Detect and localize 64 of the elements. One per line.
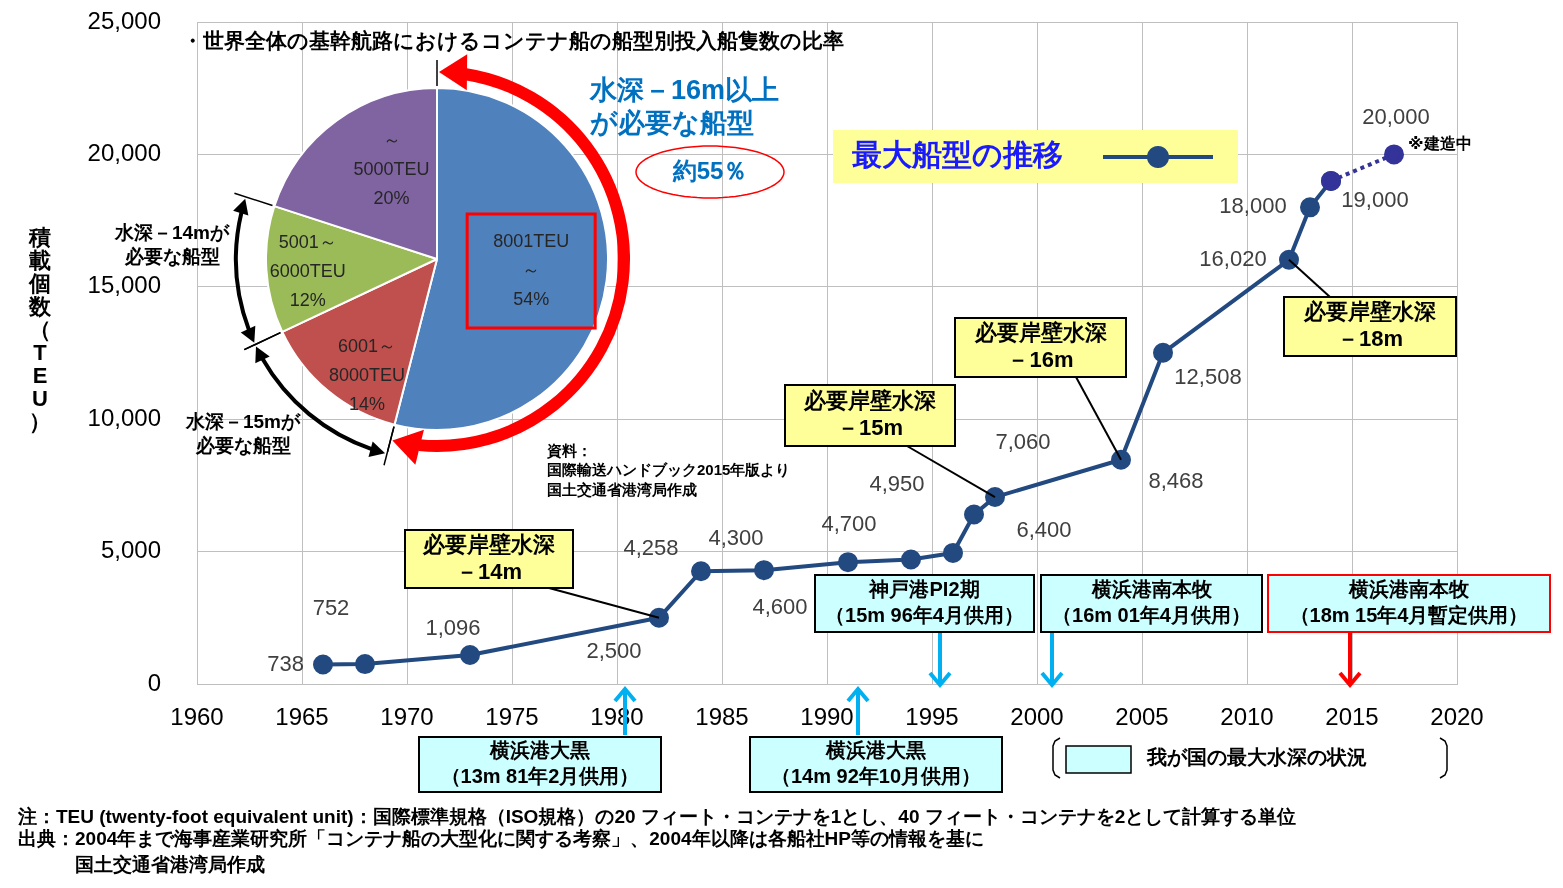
data-label: 19,000 <box>1341 186 1409 212</box>
slice-label: ～ 5000TEU <box>353 129 430 179</box>
x-tick-label: 2010 <box>1220 703 1274 731</box>
data-label: 4,700 <box>821 510 877 536</box>
x-tick-label: 1965 <box>275 703 329 731</box>
annotation: 横浜港南本牧（18m 15年4月暫定供用） <box>1289 578 1529 627</box>
x-tick-label: 1975 <box>485 703 539 731</box>
slice-label: 8001TEU ～ <box>493 230 570 280</box>
data-label: 752 <box>312 595 350 621</box>
x-tick-label: 2000 <box>1010 703 1064 731</box>
annotation: 必要岸壁水深－14m <box>422 531 555 584</box>
data-label: 20% <box>373 187 410 208</box>
data-label: 4,950 <box>869 470 925 496</box>
data-label: 20,000 <box>1362 104 1430 130</box>
text: 横浜港大黒（13m 81年2月供用） <box>440 739 640 788</box>
data-label: 14% <box>349 393 386 414</box>
annotation: 必要岸壁水深－16m <box>973 320 1107 373</box>
y-tick-label: 15,000 <box>87 271 161 299</box>
text: 我が国の最大水深の状況 <box>1146 745 1367 768</box>
annotation: 横浜港南本牧（16m 01年4月供用） <box>1052 578 1251 627</box>
text: 積載個数（TEU） <box>29 225 51 434</box>
x-tick-label: 1990 <box>800 703 854 731</box>
annotation: 必要岸壁水深－15m <box>803 388 936 441</box>
data-label: 4,300 <box>708 525 764 551</box>
text: 横浜港大黒（14m 92年10月供用） <box>770 739 982 788</box>
annotation: 約55％ <box>671 156 748 184</box>
y-tick-label: 5,000 <box>100 536 161 564</box>
text: 注：TEU (twenty-foot equivalent unit)：国際標準規格（ISO規格）の20 フィート・コンテナを1とし、40 フィート・コンテナを2として計算する単位 <box>17 806 1297 828</box>
source-note: 出典：2004年まで海事産業研究所「コンテナ船の大型化に関する考察」、2004年以降は各船社HP等の情報を基に国土交通省港湾局作成 <box>18 828 984 876</box>
chart-title: ・世界全体の基幹航路におけるコンテナ船の船型別投入船隻数の比率 <box>182 28 844 53</box>
data-label: 1,096 <box>425 615 481 641</box>
data-label: 4,258 <box>623 535 679 561</box>
data-label: 54% <box>513 288 550 309</box>
annotation: 神戸港PI2期（15m 96年4月供用） <box>825 578 1024 627</box>
y-tick-label: 25,000 <box>87 6 161 34</box>
x-tick-label: 2020 <box>1430 703 1484 731</box>
x-tick-label: 1995 <box>905 703 959 731</box>
slice-label: 6001～ 8000TEU <box>328 335 406 385</box>
x-tick-label: 1970 <box>380 703 434 731</box>
data-label: 8,468 <box>1148 467 1204 493</box>
annotation: 水深－16m以上が必要な船型 <box>589 74 780 138</box>
x-tick-label: 1960 <box>170 703 224 731</box>
data-label: 4,600 <box>752 594 808 620</box>
y-tick-label: 10,000 <box>87 403 161 431</box>
slice-label: 5001～ 6000TEU <box>269 232 346 282</box>
x-tick-label: 2005 <box>1115 703 1169 731</box>
data-label: 18,000 <box>1219 193 1287 219</box>
data-label: 738 <box>267 650 304 676</box>
y-tick-label: 0 <box>147 668 161 696</box>
annotation: 必要岸壁水深－18m <box>1303 299 1436 352</box>
x-tick-label: 2015 <box>1325 703 1379 731</box>
data-label: 6,400 <box>1016 516 1072 542</box>
annotation: 資料：国際輸送ハンドブック2015年版より国土交通省港湾局作成 <box>546 441 791 498</box>
annotation: 水深－15mが必要な船型 <box>184 411 302 457</box>
legend-label: 最大船型の推移 <box>852 138 1063 172</box>
annotation: 水深－14mが必要な船型 <box>113 222 231 268</box>
data-label: 7,060 <box>995 429 1051 455</box>
data-label: 16,020 <box>1199 245 1267 271</box>
data-label: 2,500 <box>586 637 642 663</box>
annotation: ※建造中 <box>1408 134 1472 152</box>
data-label: 12,508 <box>1174 363 1242 389</box>
y-tick-label: 20,000 <box>87 139 161 167</box>
x-tick-label: 1985 <box>695 703 749 731</box>
data-label: 12% <box>289 290 326 311</box>
